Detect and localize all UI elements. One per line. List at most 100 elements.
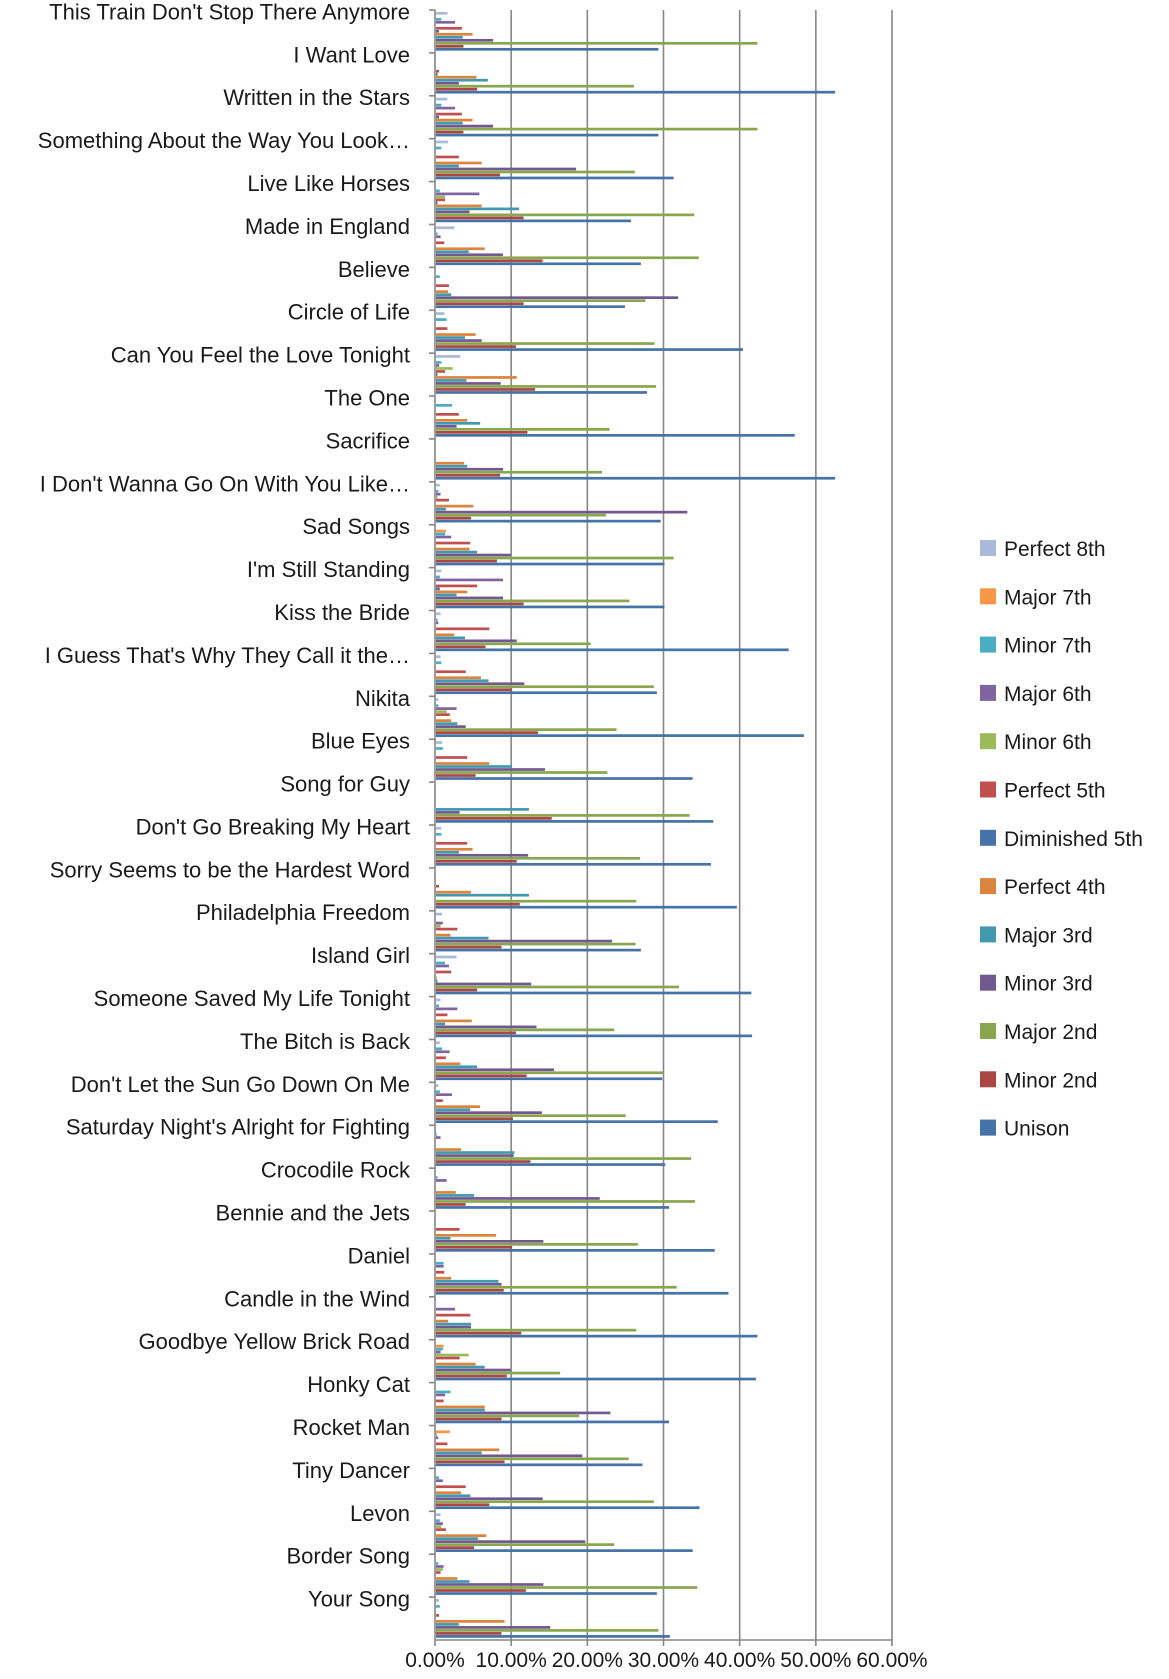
category-label: Kiss the Bride xyxy=(274,600,410,625)
x-tick-label: 40.00% xyxy=(704,1649,775,1672)
bar xyxy=(436,519,661,523)
bar xyxy=(436,1614,440,1617)
bar xyxy=(436,115,440,119)
bar xyxy=(436,853,529,857)
bar xyxy=(436,17,442,21)
legend-label: Minor 3rd xyxy=(1004,973,1093,996)
bar xyxy=(436,26,462,30)
bar xyxy=(436,1331,522,1335)
bar xyxy=(436,385,657,388)
x-tick-labels: 0.00% 10.00% 20.00% 30.00% 40.00% 50.00% 60.00… xyxy=(405,1649,927,1672)
bar xyxy=(436,704,439,707)
category-label: I Don't Wanna Go On With You Like… xyxy=(40,471,410,496)
bar xyxy=(436,1062,461,1066)
bar xyxy=(436,342,655,345)
category-label: Blue Eyes xyxy=(311,729,410,754)
bar xyxy=(436,547,470,551)
bar xyxy=(436,1562,439,1565)
bar xyxy=(436,1540,586,1543)
bar xyxy=(436,1408,485,1412)
category-label: Candle in the Wind xyxy=(224,1286,410,1311)
bar xyxy=(436,747,443,750)
bar xyxy=(436,32,473,36)
bar xyxy=(436,413,459,416)
bar xyxy=(436,618,438,622)
bar xyxy=(436,1136,441,1139)
bar xyxy=(436,655,441,659)
bar xyxy=(436,1350,441,1354)
bar xyxy=(436,161,482,165)
bar xyxy=(436,1154,514,1157)
bar xyxy=(436,382,501,385)
bar xyxy=(436,1243,638,1246)
bar xyxy=(436,1065,478,1069)
bar xyxy=(436,741,443,744)
category-label: I'm Still Standing xyxy=(247,557,410,582)
bar xyxy=(436,507,446,511)
bar xyxy=(436,1328,637,1332)
bar xyxy=(436,388,536,391)
bar xyxy=(436,232,438,236)
bar xyxy=(436,155,459,159)
category-label: Island Girl xyxy=(311,943,410,968)
bar xyxy=(436,373,438,376)
bar xyxy=(436,216,524,220)
bar xyxy=(436,130,464,134)
bar xyxy=(436,198,446,202)
bar xyxy=(436,955,457,959)
bar xyxy=(436,195,446,199)
bar xyxy=(436,541,471,545)
bar xyxy=(436,707,457,710)
bar xyxy=(436,513,606,517)
bar xyxy=(436,1393,446,1397)
bar xyxy=(436,1494,471,1498)
bar xyxy=(436,90,836,94)
bar xyxy=(436,559,497,563)
bar xyxy=(436,428,610,431)
bar xyxy=(436,11,448,15)
bar xyxy=(436,648,789,652)
bar xyxy=(436,1371,561,1375)
bar xyxy=(436,345,516,348)
bar xyxy=(436,1353,469,1357)
bar xyxy=(436,1577,458,1580)
bar xyxy=(436,921,443,925)
bar xyxy=(436,774,476,777)
bar xyxy=(436,532,446,536)
bar xyxy=(436,942,636,946)
bar xyxy=(436,476,836,480)
bar xyxy=(436,470,603,474)
bar xyxy=(436,1519,440,1522)
bar xyxy=(436,253,504,257)
bar xyxy=(436,811,460,814)
bar xyxy=(436,590,468,594)
bar xyxy=(436,103,442,107)
bar xyxy=(436,1448,500,1452)
bar xyxy=(436,1148,462,1151)
bar xyxy=(436,899,637,903)
bar xyxy=(436,339,482,342)
bar xyxy=(436,841,468,845)
bar xyxy=(436,765,513,768)
bar xyxy=(436,933,451,937)
category-label: Tiny Dancer xyxy=(292,1458,410,1483)
bar xyxy=(436,247,485,251)
bar xyxy=(436,1206,670,1209)
bar xyxy=(436,1191,456,1194)
bar xyxy=(436,884,440,888)
category-label: Rocket Man xyxy=(293,1415,410,1440)
bar xyxy=(436,425,457,428)
bar xyxy=(436,553,511,557)
bar xyxy=(436,814,690,817)
bar xyxy=(436,676,481,680)
bar xyxy=(436,1117,513,1121)
bar xyxy=(436,1629,659,1632)
bar xyxy=(436,1007,458,1011)
bar xyxy=(436,756,468,759)
bar xyxy=(436,890,472,894)
bar xyxy=(436,633,455,637)
bar xyxy=(436,1237,451,1240)
bar xyxy=(436,1197,600,1200)
category-label: Can You Feel the Love Tonight xyxy=(111,343,410,368)
bar xyxy=(436,213,695,217)
